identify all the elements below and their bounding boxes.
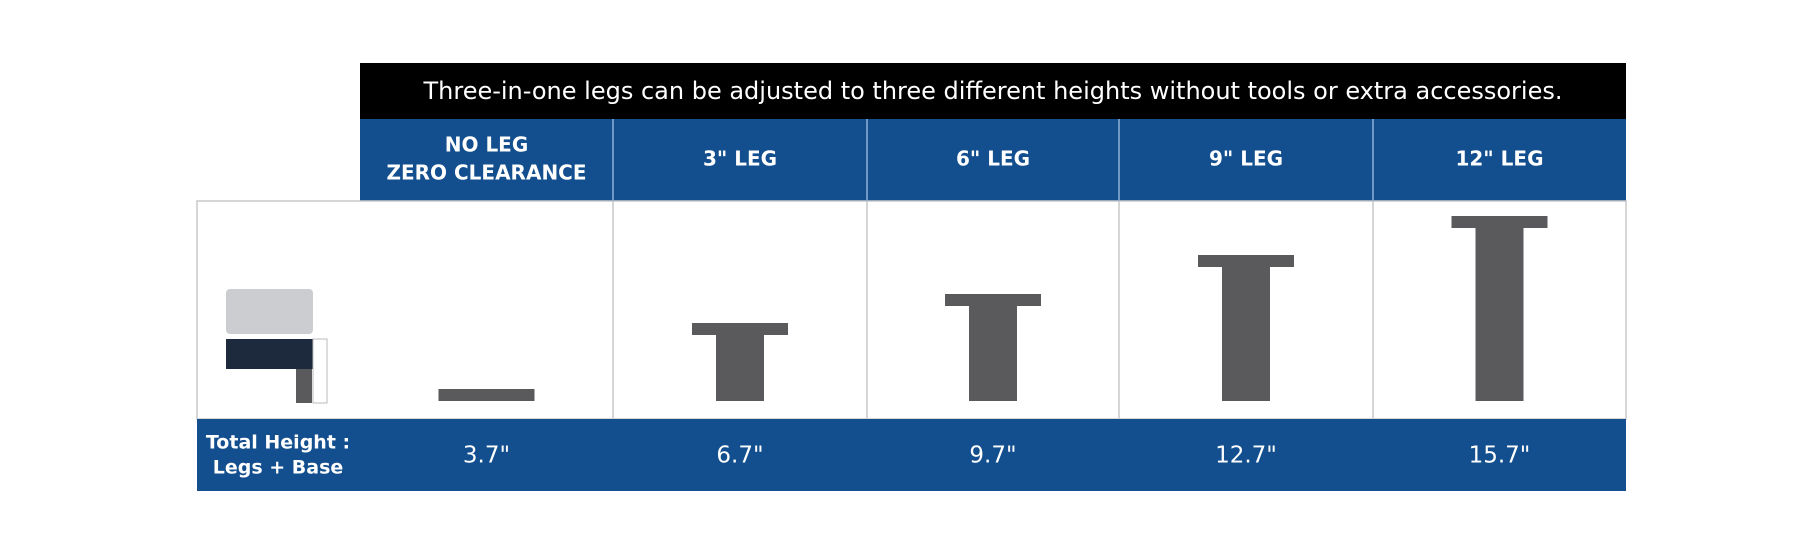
height-value: 15.7" bbox=[1469, 443, 1531, 469]
title: Three-in-one legs can be adjusted to thr… bbox=[422, 77, 1562, 105]
leg-stem bbox=[716, 335, 764, 401]
leg-icon bbox=[296, 369, 312, 403]
header-row bbox=[360, 119, 1626, 201]
column-header: NO LEG bbox=[445, 133, 529, 157]
height-value: 9.7" bbox=[969, 443, 1016, 469]
height-value: 6.7" bbox=[716, 443, 763, 469]
leg-plate bbox=[1198, 255, 1294, 267]
height-row bbox=[197, 419, 1626, 491]
height-value: 12.7" bbox=[1215, 443, 1277, 469]
cushion-icon bbox=[226, 289, 313, 334]
row-label: Total Height : bbox=[206, 432, 350, 454]
image-row bbox=[196, 200, 1627, 420]
outline-icon bbox=[312, 338, 328, 404]
column-header: 6" LEG bbox=[956, 147, 1030, 171]
leg-plate bbox=[945, 294, 1041, 306]
column-header: ZERO CLEARANCE bbox=[386, 161, 586, 185]
leg-plate bbox=[692, 323, 788, 335]
leg-stem bbox=[1475, 228, 1524, 401]
height-value: 3.7" bbox=[463, 443, 510, 469]
base-icon bbox=[226, 339, 313, 369]
leg-plate bbox=[438, 389, 535, 401]
leg-plate bbox=[1451, 216, 1548, 228]
leg-stem bbox=[1222, 267, 1270, 401]
title-bar bbox=[360, 63, 1626, 119]
column-header: 9" LEG bbox=[1209, 147, 1283, 171]
columns: NO LEG ZERO CLEARANCE 3.7" 3" LEG 6.7" 6" LEG… bbox=[386, 119, 1548, 469]
column-header: 3" LEG bbox=[703, 147, 777, 171]
leg-stem bbox=[969, 306, 1017, 401]
column-header: 12" LEG bbox=[1455, 147, 1543, 171]
row-label: Legs + Base bbox=[213, 457, 344, 479]
